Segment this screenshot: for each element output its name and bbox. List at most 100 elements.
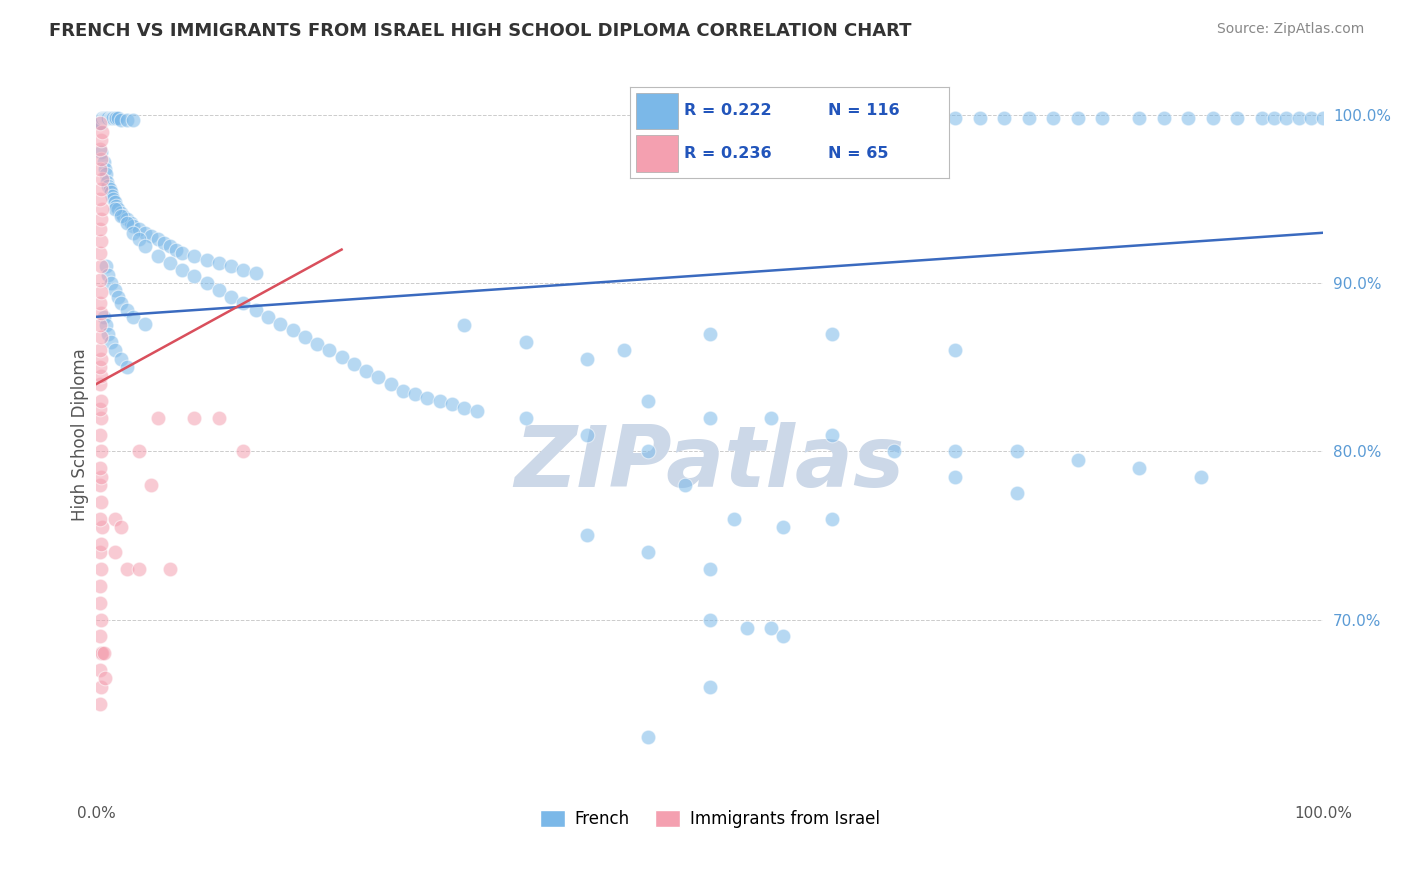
Point xyxy=(110,209,132,223)
Point xyxy=(89,697,111,711)
Point xyxy=(90,562,112,576)
Point xyxy=(115,216,138,230)
Point xyxy=(281,323,304,337)
Point xyxy=(134,226,156,240)
Point xyxy=(90,285,112,299)
Point xyxy=(120,216,142,230)
Point xyxy=(89,579,111,593)
Point xyxy=(208,410,231,425)
Point xyxy=(943,469,966,483)
Point xyxy=(1177,112,1199,126)
Point xyxy=(128,232,150,246)
Point xyxy=(943,343,966,358)
Point xyxy=(172,262,194,277)
Point xyxy=(104,112,127,126)
Text: ZIPatlas: ZIPatlas xyxy=(515,422,905,505)
Point xyxy=(90,680,112,694)
Legend: French, Immigrants from Israel: French, Immigrants from Israel xyxy=(533,804,886,835)
Point xyxy=(89,192,111,206)
Point xyxy=(883,444,905,458)
Point xyxy=(104,202,127,217)
Point xyxy=(232,444,254,458)
Point xyxy=(699,613,721,627)
Point xyxy=(93,310,115,324)
Point xyxy=(515,334,537,349)
Point xyxy=(110,351,132,366)
Point xyxy=(90,368,112,383)
Point xyxy=(1067,452,1090,467)
Point xyxy=(330,350,353,364)
Point xyxy=(94,161,117,176)
Point xyxy=(343,357,366,371)
Point xyxy=(392,384,415,398)
Point xyxy=(1263,112,1285,126)
Point xyxy=(1128,461,1150,475)
Point xyxy=(115,113,138,128)
Point xyxy=(91,172,114,186)
Point xyxy=(735,621,758,635)
Point xyxy=(97,112,120,126)
Point xyxy=(89,246,111,260)
Point xyxy=(208,256,231,270)
Point xyxy=(245,266,267,280)
Point xyxy=(89,222,111,236)
Point xyxy=(89,478,111,492)
Point xyxy=(115,360,138,375)
Point xyxy=(90,182,112,196)
Point xyxy=(354,364,377,378)
Text: FRENCH VS IMMIGRANTS FROM ISRAEL HIGH SCHOOL DIPLOMA CORRELATION CHART: FRENCH VS IMMIGRANTS FROM ISRAEL HIGH SC… xyxy=(49,22,911,40)
Point xyxy=(107,290,129,304)
Point xyxy=(89,318,111,333)
Point xyxy=(1005,486,1028,500)
Point xyxy=(172,246,194,260)
Point xyxy=(183,269,205,284)
Point xyxy=(107,112,129,126)
Point xyxy=(134,239,156,253)
Point xyxy=(89,427,111,442)
Point xyxy=(97,268,120,282)
Point xyxy=(91,646,114,660)
Point xyxy=(183,410,205,425)
Point xyxy=(122,113,145,128)
Point xyxy=(96,175,118,189)
Text: Source: ZipAtlas.com: Source: ZipAtlas.com xyxy=(1216,22,1364,37)
Point xyxy=(89,273,111,287)
Point xyxy=(943,444,966,458)
Point xyxy=(89,596,111,610)
Point xyxy=(91,202,114,217)
Point xyxy=(103,192,125,206)
Point xyxy=(821,427,844,442)
Point xyxy=(104,112,127,126)
Point xyxy=(1299,112,1322,126)
Point xyxy=(90,152,112,166)
Point xyxy=(146,410,169,425)
Point xyxy=(219,260,242,274)
Point xyxy=(115,562,138,576)
Point xyxy=(759,410,782,425)
Point xyxy=(89,296,111,310)
Point xyxy=(94,112,117,126)
Point xyxy=(90,495,112,509)
Point xyxy=(98,182,121,196)
Point xyxy=(89,377,111,392)
Point xyxy=(90,351,112,366)
Point xyxy=(821,326,844,341)
Point xyxy=(576,351,599,366)
Point xyxy=(89,116,111,130)
Point xyxy=(96,112,118,126)
Point xyxy=(89,402,111,417)
Y-axis label: High School Diploma: High School Diploma xyxy=(72,348,89,521)
Point xyxy=(1202,112,1225,126)
Point xyxy=(134,317,156,331)
Point xyxy=(673,478,696,492)
Point xyxy=(637,444,659,458)
Point xyxy=(94,318,117,333)
Point xyxy=(245,303,267,318)
Point xyxy=(94,112,117,126)
Point xyxy=(141,478,163,492)
Point xyxy=(128,562,150,576)
Point xyxy=(637,545,659,559)
Point xyxy=(89,629,111,643)
Point xyxy=(93,646,115,660)
Point xyxy=(637,730,659,744)
